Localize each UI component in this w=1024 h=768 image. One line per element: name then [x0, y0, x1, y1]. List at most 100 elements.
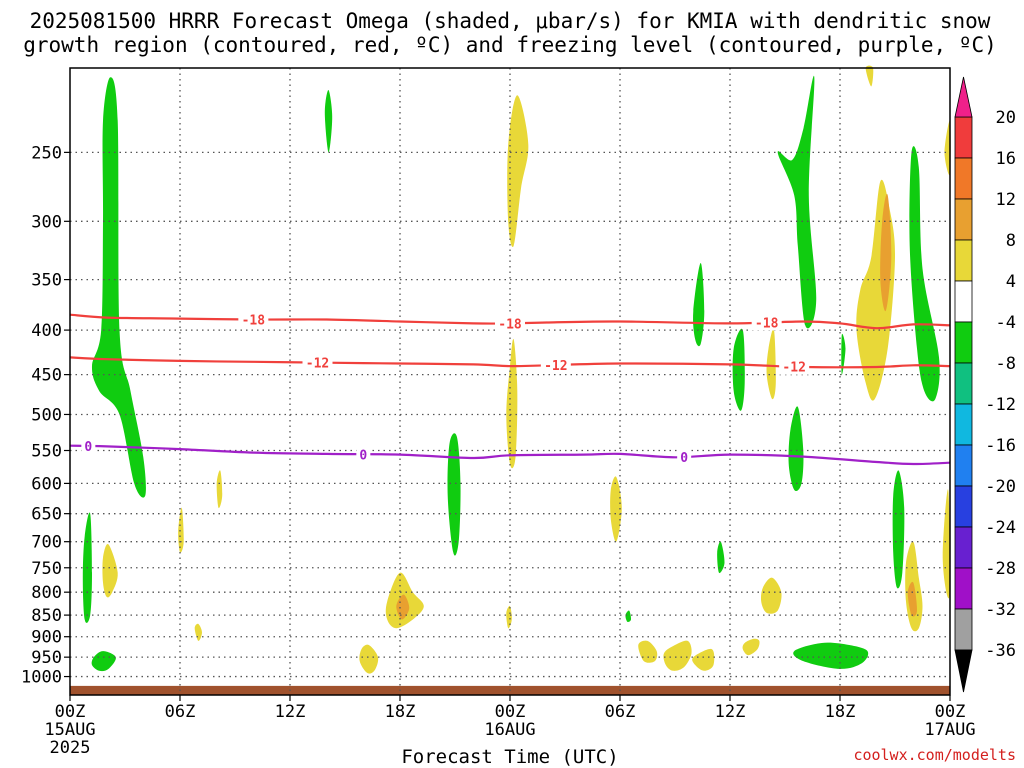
- y-tick-label: 300: [31, 212, 62, 232]
- y-tick-label: 350: [31, 271, 62, 291]
- y-tick-label: 800: [31, 583, 62, 603]
- colorbar-label: -32: [985, 600, 1016, 620]
- colorbar-label: 20: [996, 108, 1016, 128]
- omega-colorbar: 20 16 12 8 4 -4 -8 -12 -16 -20 -24 -28 -32 -36: [954, 76, 1016, 693]
- colorbar-segment: [954, 198, 973, 241]
- colorbar-label: -16: [985, 436, 1016, 456]
- y-tick-label: 750: [31, 559, 62, 579]
- omega-rising-region: [892, 470, 905, 589]
- colorbar-label: -28: [985, 559, 1016, 579]
- contour-label-bg: [779, 358, 810, 375]
- colorbar-segment: [954, 116, 973, 159]
- y-tick-label: 450: [31, 366, 62, 386]
- contour-label-bg: [540, 357, 571, 374]
- omega-rising-region: [717, 541, 725, 574]
- omega-sinking-region: [944, 120, 951, 176]
- chart-title-line1: 2025081500 HRRR Forecast Omega (shaded, …: [30, 9, 991, 33]
- colorbar-label: -8: [996, 354, 1016, 374]
- omega-sinking-region: [663, 640, 692, 671]
- colorbar-segment: [954, 362, 973, 405]
- site-credit: coolwx.com/modelts: [853, 746, 1016, 764]
- omega-rising-region: [909, 146, 940, 402]
- omega-sinking-region: [638, 640, 658, 663]
- contour-line: [69, 356, 951, 369]
- colorbar-segment: [954, 239, 973, 282]
- contour-line: [69, 313, 951, 330]
- contour-label: 0: [359, 448, 367, 463]
- omega-sinking-region: [506, 605, 512, 629]
- colorbar-segment: [954, 444, 973, 487]
- omega-sinking-region: [194, 623, 202, 641]
- omega-rising-region: [777, 75, 817, 329]
- omega-sinking-region: [178, 507, 184, 553]
- omega-rising-region: [324, 89, 333, 153]
- contour-label-bg: [302, 354, 333, 371]
- colorbar-label: 8: [1006, 231, 1016, 251]
- colorbar-segment: [954, 280, 973, 323]
- x-tick-date: 17AUG: [924, 720, 975, 740]
- y-tick-label: 700: [31, 533, 62, 553]
- omega-sinking-region: [942, 489, 951, 599]
- colorbar-label: 12: [996, 190, 1016, 210]
- omega-sinking-region: [766, 328, 776, 400]
- y-tick-label: 950: [31, 648, 62, 668]
- omega-sinking-region: [742, 638, 760, 656]
- colorbar-label: -24: [985, 518, 1016, 538]
- contour-label-bg: [751, 314, 782, 331]
- omega-sinking-region: [880, 194, 892, 312]
- x-tick-label: 00Z: [55, 702, 86, 722]
- omega-sinking-region: [907, 581, 918, 617]
- omega-sinking-region: [692, 648, 715, 671]
- x-tick-label: 06Z: [605, 702, 636, 722]
- omega-sinking-region: [865, 65, 874, 87]
- colorbar-label: 16: [996, 149, 1016, 169]
- contour-line: [69, 444, 951, 466]
- contour-label: -18: [242, 314, 266, 329]
- colorbar-label: -20: [985, 477, 1016, 497]
- omega-rising-region: [788, 406, 804, 491]
- x-tick-year: 2025: [50, 738, 91, 758]
- omega-sinking-region: [760, 577, 782, 614]
- colorbar-label: -12: [985, 395, 1016, 415]
- contour-label: 0: [84, 440, 92, 455]
- omega-sinking-region: [216, 470, 223, 509]
- colorbar-max-arrow: [954, 76, 973, 118]
- colorbar-segment: [954, 403, 973, 446]
- omega-rising-region: [732, 328, 745, 411]
- y-tick-label: 650: [31, 505, 62, 525]
- contour-label: -18: [498, 317, 522, 332]
- omega-sinking-region: [506, 338, 518, 469]
- colorbar-segment: [954, 567, 973, 610]
- contour-label-bg: [356, 446, 371, 463]
- x-tick-date: 16AUG: [484, 720, 535, 740]
- contour-label: -12: [306, 357, 329, 372]
- colorbar-segment: [954, 157, 973, 200]
- y-tick-label: 1000: [21, 668, 62, 688]
- x-tick-label: 00Z: [495, 702, 526, 722]
- colorbar-min-arrow: [954, 649, 973, 693]
- y-tick-label: 600: [31, 474, 62, 494]
- omega-sinking-region: [507, 95, 529, 247]
- contour-label: -12: [782, 361, 805, 376]
- x-tick-label: 12Z: [275, 702, 306, 722]
- y-tick-label: 250: [31, 143, 62, 163]
- y-tick-label: 550: [31, 442, 62, 462]
- y-tick-label: 400: [31, 321, 62, 341]
- colorbar-segment: [954, 526, 973, 569]
- omega-rising-region: [625, 610, 632, 622]
- x-axis-label: Forecast Time (UTC): [401, 746, 618, 768]
- omega-sinking-region: [102, 543, 118, 598]
- contour-label: -18: [755, 316, 779, 331]
- omega-shaded-layer: [82, 65, 951, 674]
- colorbar-label: -36: [985, 641, 1016, 661]
- x-tick-label: 18Z: [825, 702, 856, 722]
- omega-sinking-region: [359, 644, 379, 674]
- y-tick-label: 900: [31, 628, 62, 648]
- contour-label-bg: [238, 311, 269, 328]
- colorbar-segment: [954, 608, 973, 651]
- chart-title-line2: growth region (contoured, red, ºC) and f…: [23, 33, 997, 57]
- contour-label-bg: [81, 438, 96, 455]
- pressure-axis: 2503003504004505005506006507007508008509…: [21, 143, 70, 688]
